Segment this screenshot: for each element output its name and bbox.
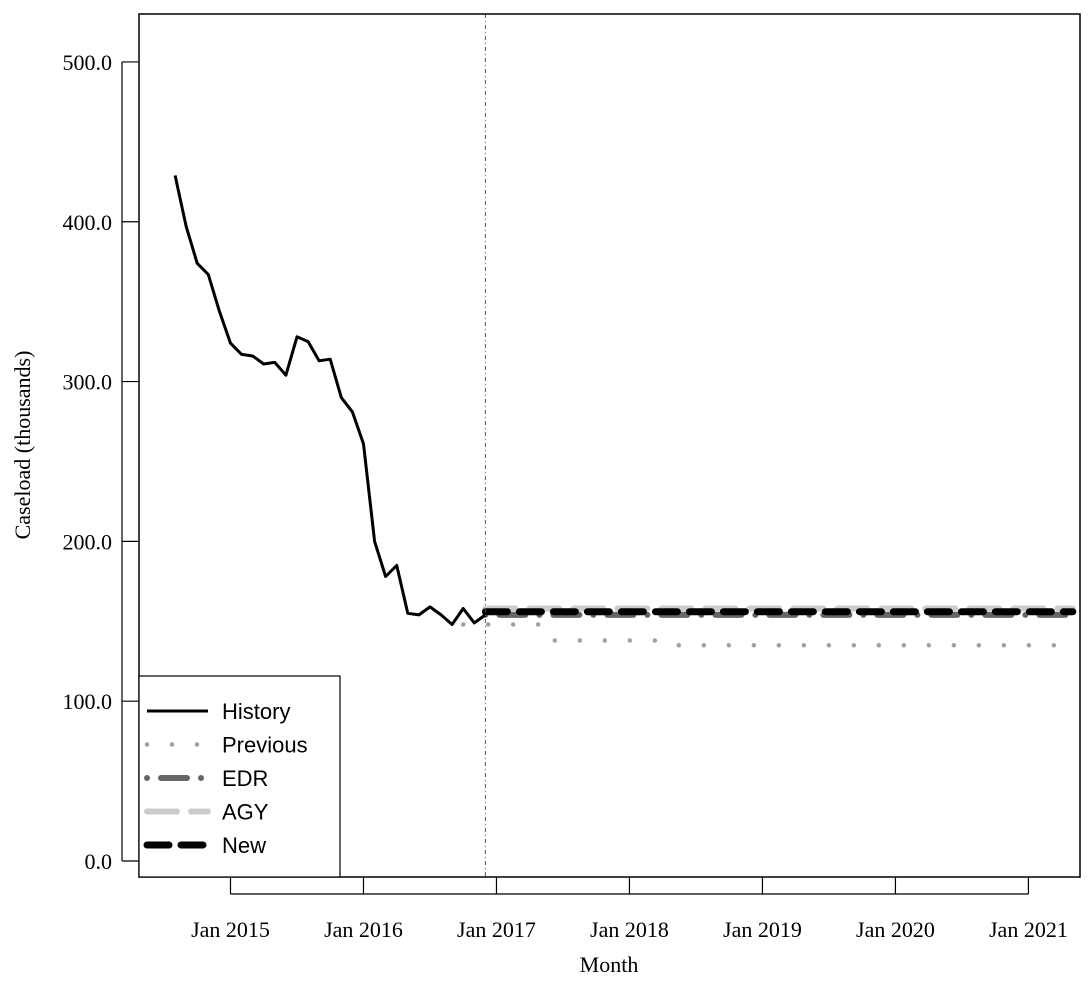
series-line-history — [173, 175, 487, 626]
series-layer — [173, 175, 1077, 648]
y-tick-label: 200.0 — [63, 529, 113, 554]
x-tick-label: Jan 2019 — [723, 917, 802, 942]
y-axis-title: Caseload (thousands) — [10, 351, 35, 540]
y-axis: 0.0 100.0 200.0 300.0 400.0 500.0 — [63, 50, 139, 874]
y-tick-label: 300.0 — [63, 370, 113, 395]
series-line-previous — [460, 622, 1076, 648]
y-tick-label: 400.0 — [63, 210, 113, 235]
series-group — [173, 175, 1077, 648]
legend-label-agy: AGY — [222, 800, 269, 825]
x-tick-label: Jan 2015 — [191, 917, 270, 942]
y-tick-label: 500.0 — [63, 50, 113, 75]
y-tick-label: 100.0 — [63, 689, 113, 714]
x-axis: Jan 2015 Jan 2016 Jan 2017 Jan 2018 Jan 2019… — [191, 877, 1068, 942]
plot-frame — [138, 13, 1081, 878]
x-tick-label: Jan 2020 — [856, 917, 935, 942]
legend: History Previous EDR AGY New — [138, 675, 341, 878]
legend-label-previous: Previous — [222, 733, 308, 758]
x-axis-title: Month — [580, 952, 639, 977]
legend-label-edr: EDR — [222, 766, 268, 791]
y-tick-label: 0.0 — [85, 849, 113, 874]
x-tick-label: Jan 2016 — [324, 917, 403, 942]
x-tick-label: Jan 2018 — [590, 917, 669, 942]
legend-label-history: History — [222, 699, 290, 724]
legend-label-new: New — [222, 833, 266, 858]
x-tick-label: Jan 2021 — [989, 917, 1068, 942]
x-tick-label: Jan 2017 — [457, 917, 536, 942]
